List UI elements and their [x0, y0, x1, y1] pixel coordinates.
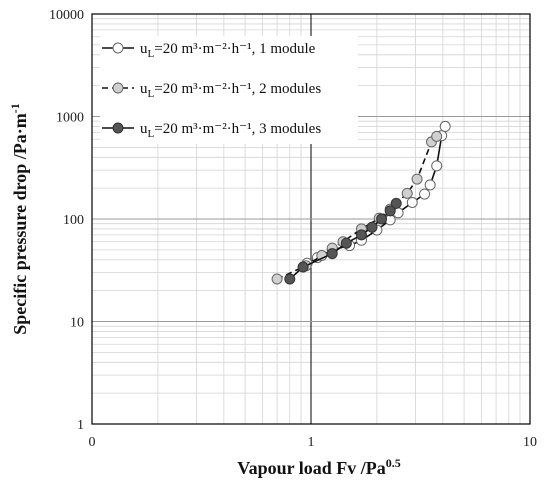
data-point — [340, 237, 352, 249]
y-tick-label: 1 — [77, 418, 84, 433]
series-3 — [284, 197, 402, 285]
x-tick-label: 1 — [308, 435, 315, 450]
y-axis-title: Specific pressure drop /Pa·m-1 — [8, 103, 30, 335]
data-point — [390, 197, 402, 209]
y-tick-label: 1000 — [56, 111, 84, 126]
x-tick-label: 10 — [523, 435, 537, 450]
data-point — [406, 196, 418, 208]
legend-entry: uL=20 m³·m⁻²·h⁻¹, 1 module — [102, 41, 316, 60]
legend-entry: uL=20 m³·m⁻²·h⁻¹, 3 modules — [102, 121, 321, 140]
legend-marker — [112, 122, 124, 134]
y-tick-label: 100 — [63, 213, 84, 228]
data-point — [297, 261, 309, 273]
legend-label: uL=20 m³·m⁻²·h⁻¹, 2 modules — [140, 81, 321, 100]
data-point — [411, 173, 423, 185]
data-series — [271, 120, 451, 285]
data-point — [284, 273, 296, 285]
legend-label: uL=20 m³·m⁻²·h⁻¹, 3 modules — [140, 121, 321, 140]
data-point — [401, 187, 413, 199]
data-point — [384, 205, 396, 217]
data-point — [424, 179, 436, 191]
data-point — [419, 188, 431, 200]
y-tick-label: 10000 — [49, 8, 84, 23]
y-tick-label: 10 — [70, 316, 84, 331]
data-point — [431, 130, 443, 142]
series-line — [276, 135, 438, 280]
data-point — [431, 160, 443, 172]
y-tick-labels: 1 10 100 1000 10000 — [49, 8, 84, 433]
legend-marker — [112, 82, 124, 94]
legend-entry: uL=20 m³·m⁻²·h⁻¹, 2 modules — [102, 81, 321, 100]
data-point — [355, 229, 367, 241]
data-point — [326, 248, 338, 260]
plot-frame — [91, 13, 531, 425]
legend-background — [100, 36, 358, 144]
legend-marker — [112, 42, 124, 54]
x-tick-label: 0 — [89, 435, 96, 450]
data-point — [439, 120, 451, 132]
series-2 — [271, 130, 443, 285]
legend: uL=20 m³·m⁻²·h⁻¹, 1 module uL=20 m³·m⁻²·h… — [100, 36, 358, 144]
data-point — [366, 221, 378, 233]
x-tick-labels: 0 1 10 — [89, 435, 538, 450]
legend-label: uL=20 m³·m⁻²·h⁻¹, 1 module — [140, 41, 316, 60]
data-point — [376, 213, 388, 225]
x-axis-title: Vapour load Fv /Pa0.5 — [237, 456, 401, 478]
data-point — [271, 273, 283, 285]
